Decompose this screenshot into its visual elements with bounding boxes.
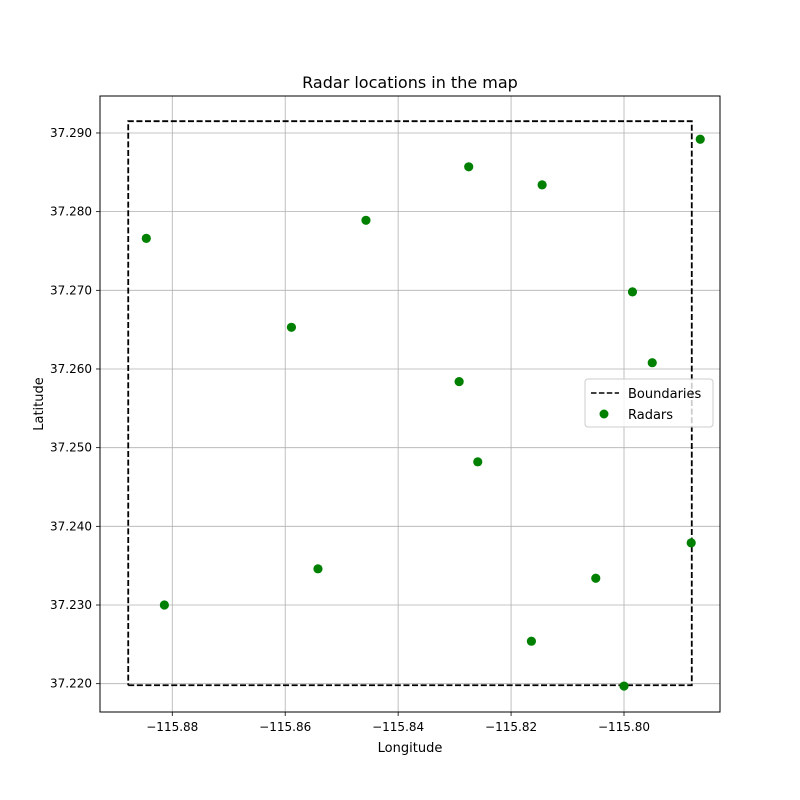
y-tick-label: 37.250 xyxy=(50,441,92,455)
y-tick-label: 37.290 xyxy=(50,126,92,140)
radar-point xyxy=(454,376,464,387)
boundaries-layer xyxy=(127,120,693,687)
legend-box xyxy=(584,378,714,428)
legend: Boundaries Radars xyxy=(584,378,714,428)
x-tick-label: −115.86 xyxy=(259,720,311,734)
legend-radars-label: Radars xyxy=(628,408,673,423)
legend-boundaries-label: Boundaries xyxy=(628,387,702,402)
radar-points xyxy=(141,134,705,691)
radar-point xyxy=(537,180,547,190)
y-axis-ticks: 37.220 37.230 37.240 37.250 37.260 37.270 37.2… xyxy=(50,126,100,691)
radar-point xyxy=(647,358,657,368)
y-tick-label: 37.230 xyxy=(50,598,92,612)
y-tick-label: 37.260 xyxy=(50,362,92,376)
radar-point xyxy=(141,233,151,243)
radar-point xyxy=(464,162,474,172)
x-tick-label: −115.84 xyxy=(372,720,424,734)
boundaries-line xyxy=(127,120,693,687)
radar-point xyxy=(627,287,638,297)
y-tick-label: 37.240 xyxy=(50,519,92,533)
radar-point xyxy=(686,538,696,548)
x-tick-label: −115.82 xyxy=(485,720,537,734)
plot-frame xyxy=(99,95,721,713)
x-axis-label: Longitude xyxy=(378,741,443,756)
y-axis-label: Latitude xyxy=(32,377,47,431)
radar-point xyxy=(313,564,323,574)
x-axis-ticks: −115.88 −115.86 −115.84 −115.82 −115.80 xyxy=(146,712,650,734)
legend-radars-swatch xyxy=(599,409,609,419)
radar-point xyxy=(473,457,483,467)
x-tick-label: −115.80 xyxy=(598,720,650,734)
y-tick-label: 37.270 xyxy=(50,283,92,297)
y-tick-label: 37.220 xyxy=(50,677,92,691)
radar-point xyxy=(361,215,371,225)
radar-point xyxy=(695,134,705,144)
x-tick-label: −115.88 xyxy=(146,720,198,734)
radar-point xyxy=(286,322,297,332)
radar-point xyxy=(159,600,169,610)
radar-point xyxy=(526,636,537,646)
y-tick-label: 37.280 xyxy=(50,205,92,219)
radar-point xyxy=(591,573,601,583)
chart-title: Radar locations in the map xyxy=(302,73,518,92)
radar-point xyxy=(619,681,629,691)
